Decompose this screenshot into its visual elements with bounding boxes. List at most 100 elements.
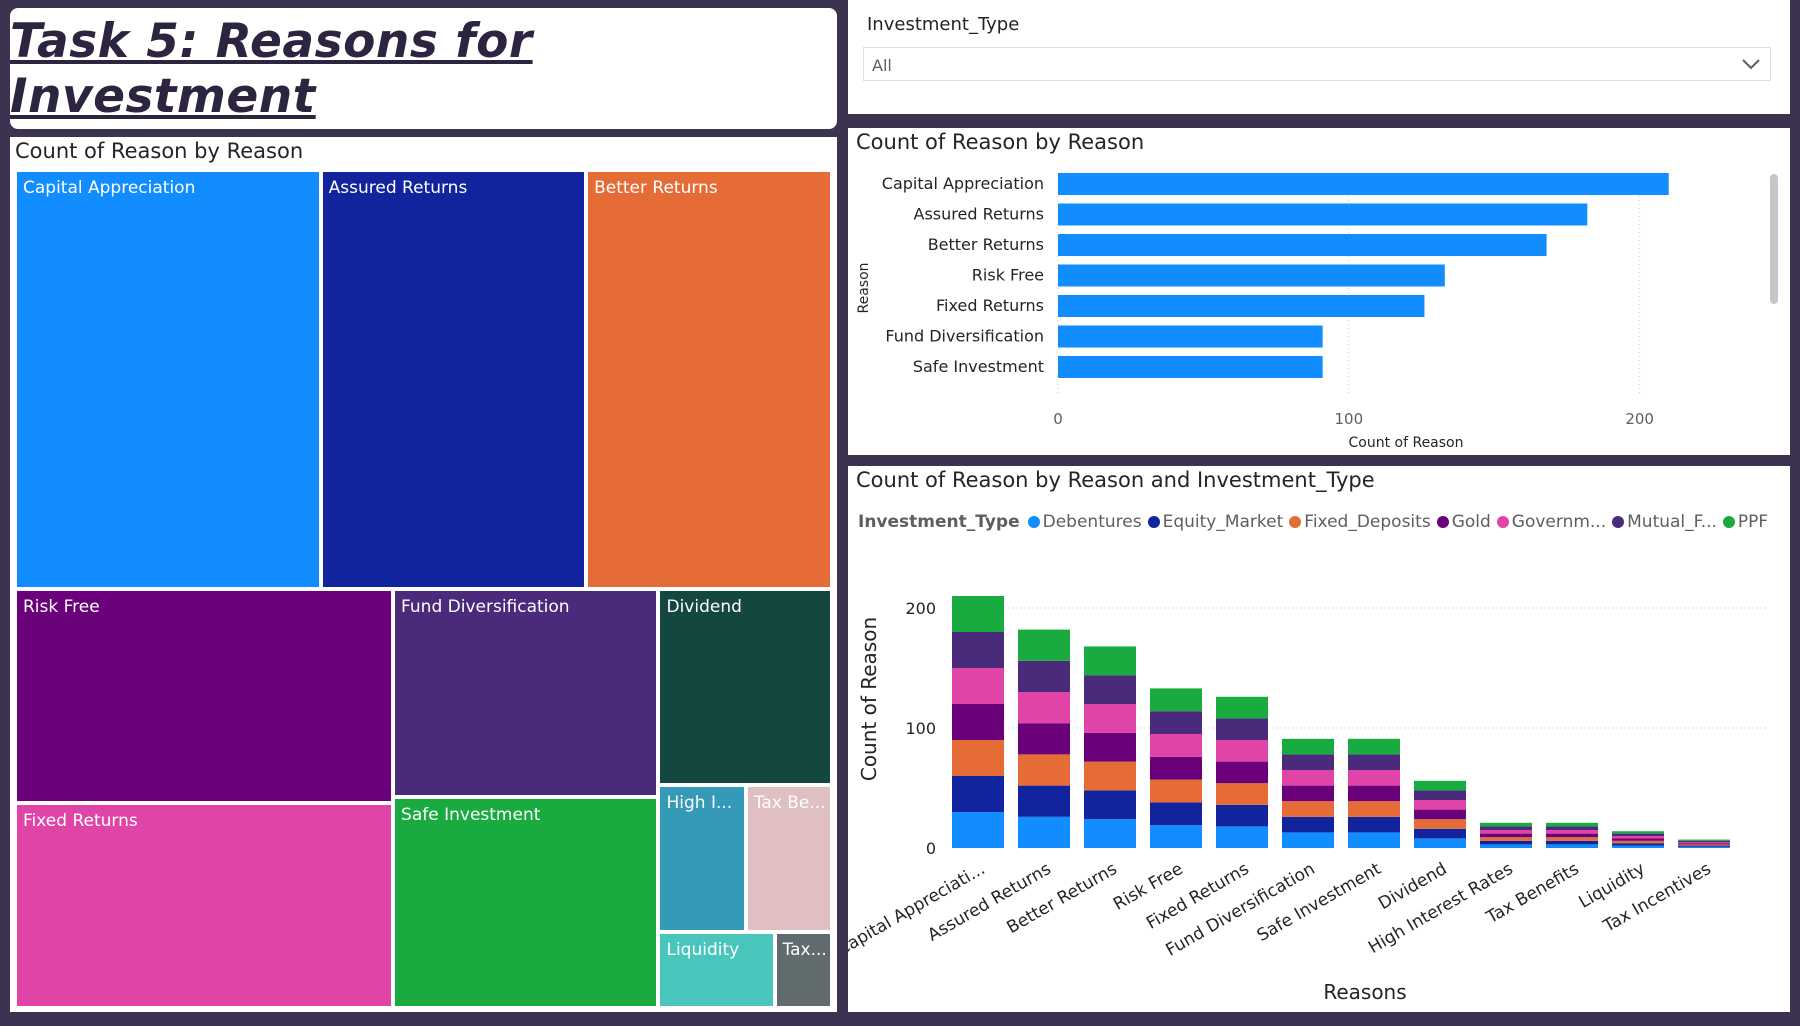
segment-assured-returns-governm[interactable] (1018, 692, 1070, 724)
segment-liquidity-fixed-deposits[interactable] (1612, 840, 1664, 844)
segment-high-interest-rates-debentures[interactable] (1480, 844, 1532, 848)
segment-tax-benefits-debentures[interactable] (1546, 844, 1598, 848)
segment-capital-appreciati-ppf[interactable] (952, 596, 1004, 632)
treemap-cell-capital-appreciation[interactable]: Capital Appreciation (15, 170, 321, 589)
bar-capital-appreciation[interactable] (1058, 173, 1669, 195)
segment-risk-free-governm[interactable] (1150, 734, 1202, 757)
segment-tax-benefits-fixed-deposits[interactable] (1546, 837, 1598, 841)
segment-liquidity-gold[interactable] (1612, 838, 1664, 841)
segment-risk-free-fixed-deposits[interactable] (1150, 779, 1202, 803)
treemap-cell-fund-diversification[interactable]: Fund Diversification (393, 589, 659, 798)
segment-better-returns-debentures[interactable] (1084, 819, 1136, 848)
segment-safe-investment-mutual-f[interactable] (1348, 754, 1400, 770)
bar-assured-returns[interactable] (1058, 203, 1588, 226)
segment-dividend-gold[interactable] (1414, 809, 1466, 820)
segment-tax-incentives-equity-market[interactable] (1678, 845, 1730, 847)
segment-dividend-equity-market[interactable] (1414, 828, 1466, 839)
segment-capital-appreciati-equity-market[interactable] (952, 776, 1004, 812)
treemap-cell-tax[interactable]: Tax... (774, 932, 832, 1008)
segment-assured-returns-debentures[interactable] (1018, 816, 1070, 848)
segment-better-returns-equity-market[interactable] (1084, 790, 1136, 820)
legend-item-gold[interactable]: Gold (1436, 512, 1491, 532)
segment-dividend-mutual-f[interactable] (1414, 790, 1466, 800)
segment-tax-incentives-debentures[interactable] (1678, 846, 1730, 848)
segment-fund-diversification-fixed-deposits[interactable] (1282, 801, 1334, 817)
segment-high-interest-rates-mutual-f[interactable] (1480, 826, 1532, 830)
segment-liquidity-mutual-f[interactable] (1612, 833, 1664, 836)
segment-assured-returns-ppf[interactable] (1018, 629, 1070, 661)
segment-dividend-governm[interactable] (1414, 800, 1466, 810)
treemap-cell-dividend[interactable]: Dividend (658, 589, 832, 785)
legend-item-governm[interactable]: Governm... (1496, 512, 1606, 532)
scrollbar[interactable] (1770, 174, 1778, 304)
segment-fund-diversification-mutual-f[interactable] (1282, 754, 1334, 770)
segment-better-returns-mutual-f[interactable] (1084, 675, 1136, 704)
segment-safe-investment-ppf[interactable] (1348, 738, 1400, 755)
treemap-cell-risk-free[interactable]: Risk Free (15, 589, 394, 804)
legend-item-mutual-f[interactable]: Mutual_F... (1612, 512, 1717, 532)
segment-high-interest-rates-equity-market[interactable] (1480, 840, 1532, 845)
segment-assured-returns-equity-market[interactable] (1018, 785, 1070, 817)
segment-dividend-ppf[interactable] (1414, 780, 1466, 791)
treemap-cell-safe-investment[interactable]: Safe Investment (393, 797, 659, 1008)
segment-fixed-returns-governm[interactable] (1216, 740, 1268, 762)
segment-assured-returns-fixed-deposits[interactable] (1018, 754, 1070, 786)
segment-fund-diversification-debentures[interactable] (1282, 832, 1334, 848)
segment-high-interest-rates-ppf[interactable] (1480, 822, 1532, 827)
segment-safe-investment-equity-market[interactable] (1348, 816, 1400, 833)
segment-fund-diversification-ppf[interactable] (1282, 738, 1334, 755)
segment-capital-appreciati-governm[interactable] (952, 668, 1004, 704)
segment-tax-benefits-equity-market[interactable] (1546, 840, 1598, 845)
bar-better-returns[interactable] (1058, 234, 1547, 256)
treemap-cell-assured-returns[interactable]: Assured Returns (320, 170, 587, 589)
bar-safe-investment[interactable] (1058, 356, 1323, 378)
segment-capital-appreciati-fixed-deposits[interactable] (952, 740, 1004, 776)
segment-tax-incentives-mutual-f[interactable] (1678, 840, 1730, 842)
legend-item-equity-market[interactable]: Equity_Market (1147, 512, 1283, 532)
legend-item-debentures[interactable]: Debentures (1027, 512, 1142, 532)
segment-better-returns-ppf[interactable] (1084, 646, 1136, 676)
segment-risk-free-equity-market[interactable] (1150, 802, 1202, 826)
segment-liquidity-debentures[interactable] (1612, 845, 1664, 848)
segment-safe-investment-gold[interactable] (1348, 785, 1400, 802)
segment-safe-investment-fixed-deposits[interactable] (1348, 801, 1400, 817)
segment-fund-diversification-equity-market[interactable] (1282, 816, 1334, 833)
segment-risk-free-gold[interactable] (1150, 756, 1202, 780)
segment-tax-incentives-governm[interactable] (1678, 842, 1730, 844)
segment-assured-returns-mutual-f[interactable] (1018, 660, 1070, 692)
segment-tax-benefits-ppf[interactable] (1546, 822, 1598, 827)
segment-better-returns-fixed-deposits[interactable] (1084, 761, 1136, 791)
legend-item-fixed-deposits[interactable]: Fixed_Deposits (1289, 512, 1431, 532)
treemap-cell-fixed-returns[interactable]: Fixed Returns (15, 803, 394, 1008)
treemap-cell-better-returns[interactable]: Better Returns (586, 170, 832, 589)
segment-fund-diversification-gold[interactable] (1282, 785, 1334, 802)
slicer-dropdown[interactable]: All (863, 47, 1771, 81)
segment-fixed-returns-ppf[interactable] (1216, 696, 1268, 719)
segment-assured-returns-gold[interactable] (1018, 723, 1070, 755)
segment-tax-incentives-fixed-deposits[interactable] (1678, 844, 1730, 846)
segment-tax-benefits-governm[interactable] (1546, 830, 1598, 834)
segment-risk-free-debentures[interactable] (1150, 825, 1202, 848)
segment-tax-incentives-ppf[interactable] (1678, 839, 1730, 841)
segment-dividend-fixed-deposits[interactable] (1414, 819, 1466, 829)
segment-high-interest-rates-gold[interactable] (1480, 833, 1532, 838)
segment-fixed-returns-mutual-f[interactable] (1216, 718, 1268, 740)
segment-safe-investment-governm[interactable] (1348, 770, 1400, 786)
segment-capital-appreciati-debentures[interactable] (952, 812, 1004, 848)
segment-capital-appreciati-mutual-f[interactable] (952, 632, 1004, 668)
segment-safe-investment-debentures[interactable] (1348, 832, 1400, 848)
segment-high-interest-rates-fixed-deposits[interactable] (1480, 837, 1532, 841)
treemap-cell-tax-be[interactable]: Tax Be... (745, 784, 832, 932)
bar-fund-diversification[interactable] (1058, 325, 1323, 348)
segment-fixed-returns-gold[interactable] (1216, 761, 1268, 784)
segment-liquidity-governm[interactable] (1612, 836, 1664, 839)
segment-high-interest-rates-governm[interactable] (1480, 830, 1532, 834)
segment-dividend-debentures[interactable] (1414, 838, 1466, 848)
treemap-cell-liquidity[interactable]: Liquidity (658, 932, 775, 1008)
treemap-cell-high-i[interactable]: High I... (658, 784, 746, 932)
segment-tax-incentives-gold[interactable] (1678, 843, 1730, 845)
segment-fund-diversification-governm[interactable] (1282, 770, 1334, 786)
segment-better-returns-governm[interactable] (1084, 704, 1136, 733)
segment-fixed-returns-equity-market[interactable] (1216, 804, 1268, 827)
legend-item-ppf[interactable]: PPF (1722, 512, 1768, 532)
